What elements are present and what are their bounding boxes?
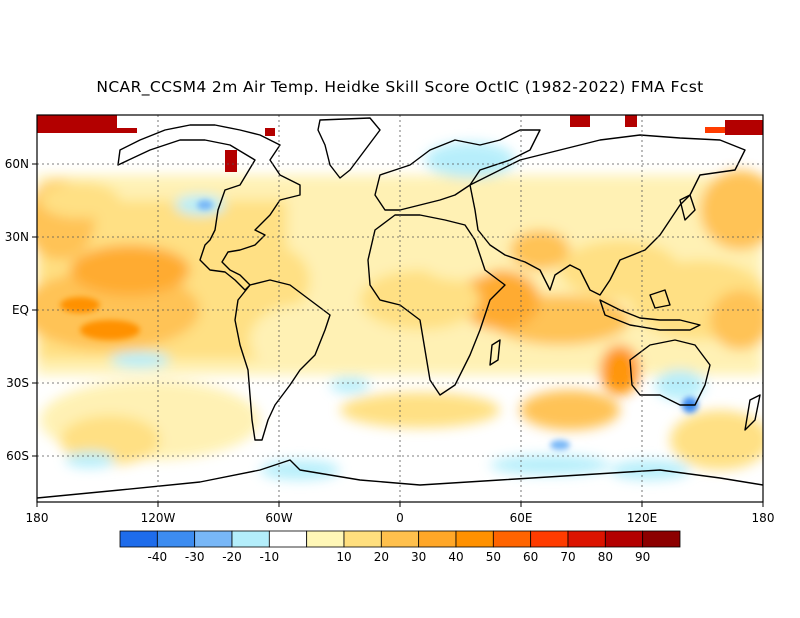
colorbar-label: 50 — [486, 550, 501, 564]
colorbar-swatch — [231, 530, 270, 548]
colorbar-label: 60 — [523, 550, 538, 564]
lon-tick-label: 120E — [627, 511, 658, 525]
colorbar: -40 -30 -20 -10 10 20 30 40 50 60 70 80 90 — [119, 530, 681, 564]
colorbar-swatch — [194, 530, 233, 548]
colorbar-swatch — [119, 530, 158, 548]
lat-tick-label: 30S — [6, 376, 29, 390]
colorbar-label: 20 — [374, 550, 389, 564]
colorbar-label: 10 — [336, 550, 351, 564]
colorbar-swatch — [380, 530, 420, 548]
gridlines — [37, 115, 763, 502]
colorbar-swatch — [567, 530, 606, 548]
coastlines — [37, 117, 763, 499]
colorbar-label: -40 — [148, 550, 168, 564]
lon-tick-label: 60W — [265, 511, 292, 525]
lat-tick-label: 30N — [5, 230, 29, 244]
lat-tick-label: 60N — [5, 157, 29, 171]
colorbar-label: 70 — [560, 550, 575, 564]
colorbar-swatch — [530, 530, 569, 548]
lon-tick-label: 180 — [752, 511, 775, 525]
latitude-ticks: 60N 30N EQ 30S 60S — [5, 157, 37, 463]
lon-tick-label: 180 — [26, 511, 49, 525]
longitude-ticks: 180 120W 60W 0 60E 120E 180 — [26, 502, 775, 525]
colorbar-label: 80 — [598, 550, 613, 564]
lat-tick-label: EQ — [12, 303, 29, 317]
lat-tick-label: 60S — [6, 449, 29, 463]
colorbar-swatch — [455, 530, 494, 548]
colorbar-swatch — [156, 530, 196, 548]
colorbar-swatch — [642, 530, 681, 548]
lon-tick-label: 60E — [510, 511, 533, 525]
colorbar-label: -10 — [260, 550, 280, 564]
colorbar-label: 90 — [635, 550, 650, 564]
skill-field — [37, 115, 763, 502]
colorbar-label: -20 — [222, 550, 242, 564]
map-title: NCAR_CCSM4 2m Air Temp. Heidke Skill Sco… — [96, 78, 704, 96]
colorbar-label: -30 — [185, 550, 205, 564]
colorbar-swatch — [492, 530, 532, 548]
colorbar-swatch — [343, 530, 382, 548]
colorbar-swatch — [604, 530, 644, 548]
lon-tick-label: 0 — [396, 511, 404, 525]
colorbar-label: 30 — [411, 550, 426, 564]
colorbar-swatch — [418, 530, 457, 548]
colorbar-swatch — [306, 530, 345, 548]
lon-tick-label: 120W — [141, 511, 176, 525]
colorbar-swatch — [268, 530, 308, 548]
colorbar-label: 40 — [448, 550, 463, 564]
